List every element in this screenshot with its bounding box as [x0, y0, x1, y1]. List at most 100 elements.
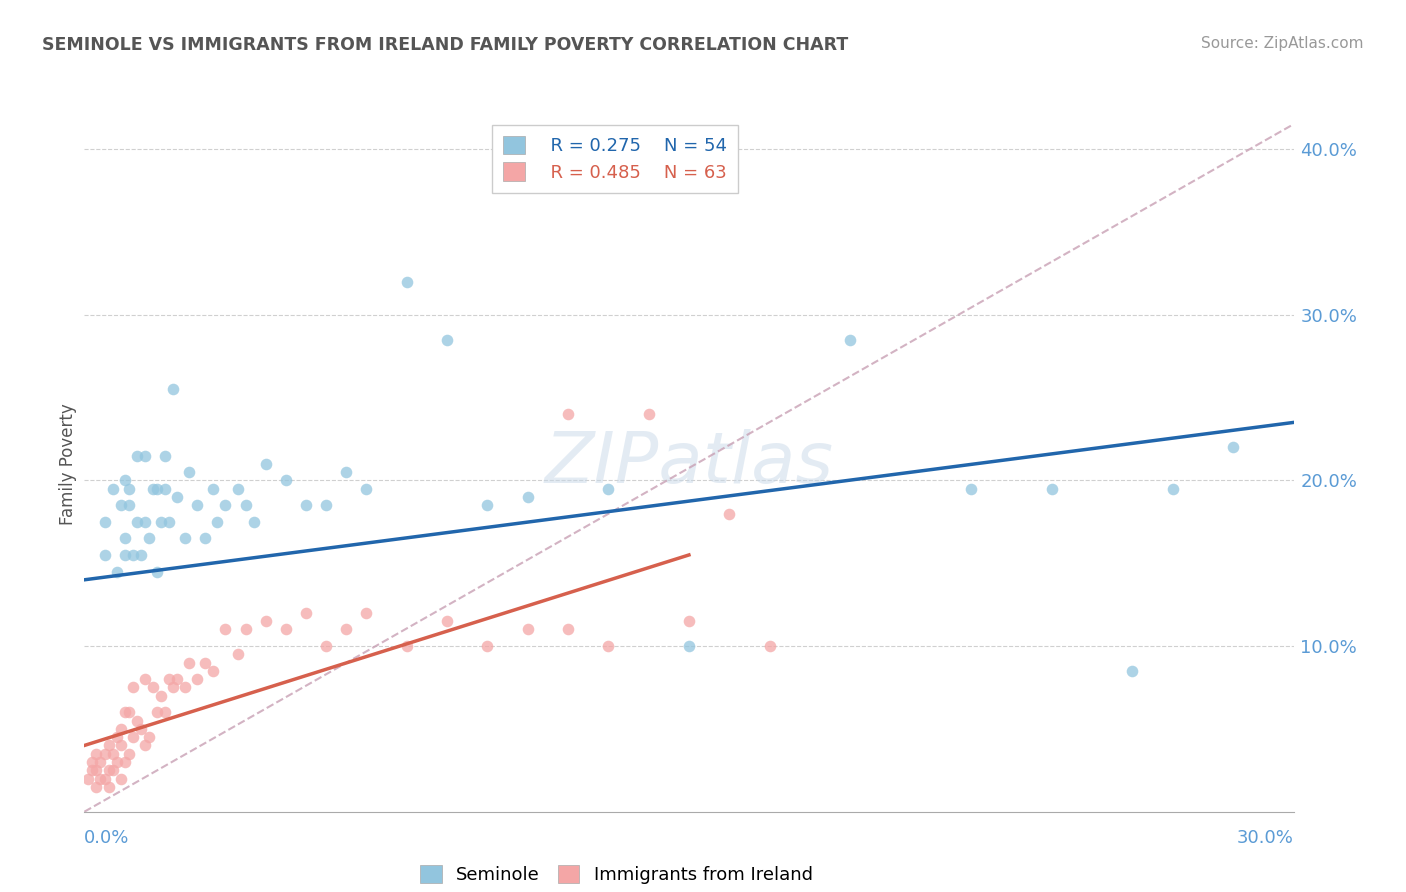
- Point: [121, 548, 143, 562]
- Point: [93, 772, 115, 786]
- Point: [121, 730, 143, 744]
- Text: ZIPatlas: ZIPatlas: [544, 429, 834, 499]
- Point: [194, 656, 217, 670]
- Point: [166, 490, 188, 504]
- Point: [142, 482, 165, 496]
- Point: [335, 465, 357, 479]
- Point: [157, 515, 180, 529]
- Point: [214, 623, 236, 637]
- Point: [315, 639, 337, 653]
- Point: [202, 482, 225, 496]
- Point: [598, 639, 620, 653]
- Point: [235, 623, 257, 637]
- Point: [678, 614, 700, 628]
- Text: Source: ZipAtlas.com: Source: ZipAtlas.com: [1201, 36, 1364, 51]
- Point: [110, 739, 132, 753]
- Point: [86, 780, 108, 794]
- Point: [153, 449, 176, 463]
- Point: [637, 407, 659, 421]
- Point: [105, 565, 128, 579]
- Point: [1040, 482, 1063, 496]
- Point: [118, 706, 141, 720]
- Point: [477, 639, 499, 653]
- Text: 0.0%: 0.0%: [84, 829, 129, 847]
- Point: [97, 780, 120, 794]
- Point: [598, 482, 620, 496]
- Point: [97, 739, 120, 753]
- Point: [129, 548, 152, 562]
- Point: [254, 457, 277, 471]
- Text: SEMINOLE VS IMMIGRANTS FROM IRELAND FAMILY POVERTY CORRELATION CHART: SEMINOLE VS IMMIGRANTS FROM IRELAND FAMI…: [42, 36, 848, 54]
- Point: [1121, 664, 1143, 678]
- Point: [960, 482, 983, 496]
- Point: [93, 548, 115, 562]
- Point: [166, 672, 188, 686]
- Point: [129, 722, 152, 736]
- Point: [101, 747, 124, 761]
- Point: [146, 706, 169, 720]
- Point: [557, 623, 579, 637]
- Point: [335, 623, 357, 637]
- Point: [194, 532, 217, 546]
- Point: [105, 755, 128, 769]
- Point: [179, 656, 201, 670]
- Point: [315, 498, 337, 512]
- Point: [718, 507, 741, 521]
- Point: [516, 490, 538, 504]
- Point: [153, 706, 176, 720]
- Point: [134, 515, 156, 529]
- Point: [101, 482, 124, 496]
- Point: [436, 614, 458, 628]
- Point: [101, 764, 124, 778]
- Point: [1161, 482, 1184, 496]
- Point: [395, 275, 418, 289]
- Point: [134, 449, 156, 463]
- Point: [557, 407, 579, 421]
- Point: [295, 606, 318, 620]
- Point: [110, 772, 132, 786]
- Point: [274, 623, 297, 637]
- Point: [202, 664, 225, 678]
- Point: [77, 772, 100, 786]
- Point: [174, 681, 197, 695]
- Point: [125, 449, 148, 463]
- Y-axis label: Family Poverty: Family Poverty: [59, 403, 77, 524]
- Point: [274, 474, 297, 488]
- Point: [839, 333, 862, 347]
- Point: [110, 722, 132, 736]
- Point: [254, 614, 277, 628]
- Point: [395, 639, 418, 653]
- Point: [146, 482, 169, 496]
- Point: [118, 498, 141, 512]
- Point: [134, 672, 156, 686]
- Point: [97, 764, 120, 778]
- Point: [125, 714, 148, 728]
- Point: [134, 739, 156, 753]
- Point: [516, 623, 538, 637]
- Point: [93, 747, 115, 761]
- Point: [118, 747, 141, 761]
- Point: [162, 681, 184, 695]
- Point: [179, 465, 201, 479]
- Point: [82, 755, 104, 769]
- Point: [125, 515, 148, 529]
- Point: [149, 689, 172, 703]
- Text: 30.0%: 30.0%: [1237, 829, 1294, 847]
- Point: [93, 515, 115, 529]
- Point: [356, 606, 378, 620]
- Point: [121, 681, 143, 695]
- Point: [758, 639, 780, 653]
- Point: [89, 772, 111, 786]
- Legend: Seminole, Immigrants from Ireland: Seminole, Immigrants from Ireland: [411, 855, 823, 892]
- Point: [295, 498, 318, 512]
- Point: [86, 747, 108, 761]
- Point: [1222, 440, 1244, 454]
- Point: [207, 515, 229, 529]
- Point: [153, 482, 176, 496]
- Point: [226, 482, 249, 496]
- Point: [235, 498, 257, 512]
- Point: [86, 764, 108, 778]
- Point: [226, 648, 249, 662]
- Point: [138, 730, 160, 744]
- Point: [214, 498, 236, 512]
